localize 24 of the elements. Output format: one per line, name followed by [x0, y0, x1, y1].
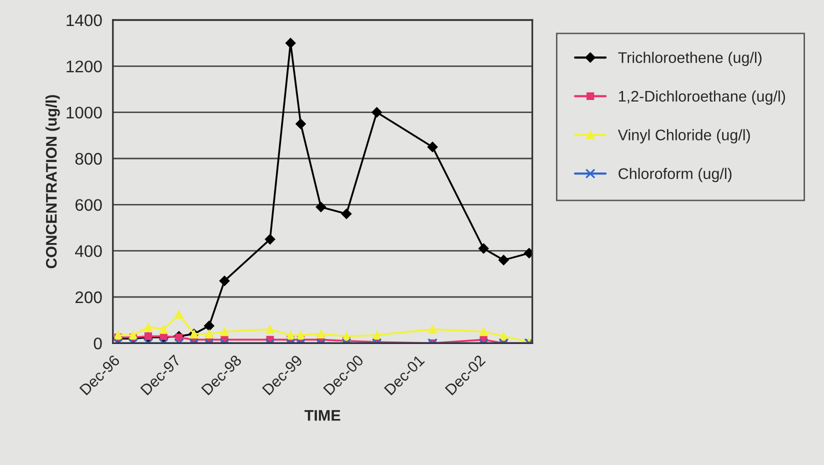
point: [295, 118, 306, 130]
y-tick-label: 200: [76, 291, 102, 304]
y-tick-label: 1400: [66, 14, 102, 26]
legend-label: Chloroform (ug/l): [618, 168, 732, 182]
point: [498, 254, 509, 266]
legend-label: Trichloroethene (ug/l): [618, 52, 762, 66]
point: [372, 107, 382, 118]
point: [316, 202, 326, 212]
point: [264, 234, 276, 245]
point: [341, 208, 352, 220]
y-tick-label: 400: [75, 245, 102, 258]
legend-label: 1,2-Dichloroethane (ug/l): [618, 90, 786, 105]
y-tick-label: 0: [94, 338, 102, 350]
y-tick-label: 800: [75, 152, 102, 165]
y-tick-label: 1200: [66, 60, 102, 72]
y-axis-title: CONCENTRATION (ug/l): [46, 95, 60, 268]
point: [285, 38, 296, 48]
y-tick-label: 1000: [66, 106, 102, 119]
y-tick-label: 600: [76, 199, 102, 211]
x-axis-title: TIME: [304, 410, 340, 421]
legend-label: Vinyl Chloride (ug/l): [618, 129, 750, 144]
point: [219, 276, 230, 286]
point: [478, 243, 489, 254]
point: [427, 142, 438, 152]
